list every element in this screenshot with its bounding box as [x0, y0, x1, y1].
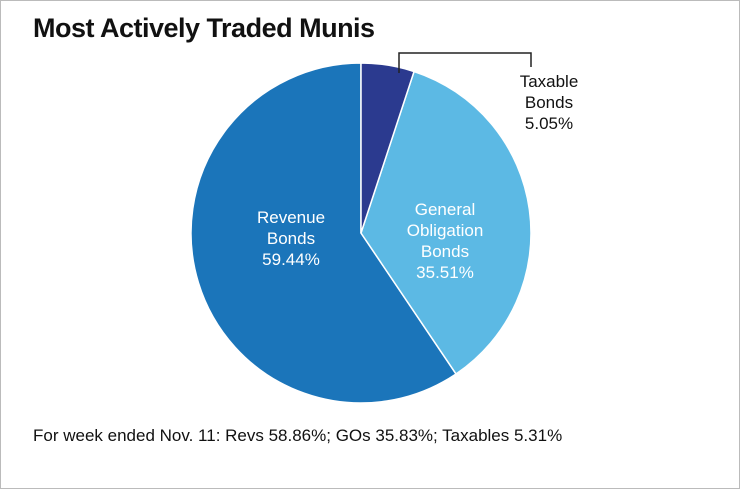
slice-label: Revenue Bonds 59.44% [246, 207, 336, 270]
slice-name: Taxable Bonds [519, 72, 579, 112]
slice-value: 35.51% [416, 263, 474, 282]
slice-label: Taxable Bonds 5.05% [509, 71, 589, 134]
pie-slice [190, 62, 458, 404]
chart-title: Most Actively Traded Munis [33, 13, 375, 43]
leader-line [398, 52, 532, 73]
slice-value: 59.44% [262, 250, 320, 269]
footnote: For week ended Nov. 11: Revs 58.86%; GOs… [33, 426, 563, 445]
pie-slice [360, 62, 415, 234]
pie-slice [360, 70, 532, 376]
slice-value: 5.05% [524, 114, 574, 133]
slice-label: General Obligation Bonds 35.51% [395, 199, 495, 283]
slice-name: Revenue Bonds [256, 208, 326, 248]
slice-name: General Obligation Bonds [406, 200, 484, 261]
